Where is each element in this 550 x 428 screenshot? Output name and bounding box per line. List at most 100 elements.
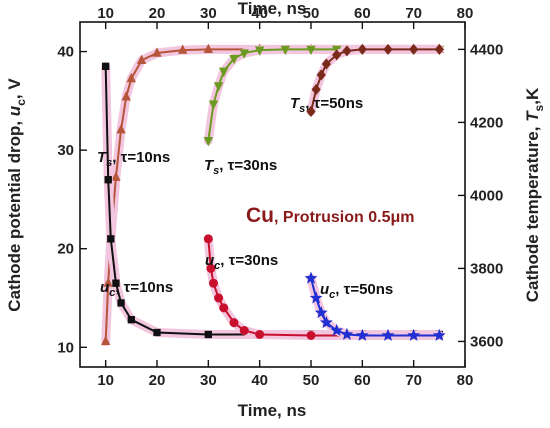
x-top-tick-label: 20 [149,5,166,22]
y-right-title-subscript: s [532,104,546,111]
series-5 [304,271,446,341]
y-right-tick-label: 3600 [470,333,503,350]
data-point [306,45,316,56]
y-left-tick-label: 40 [57,44,74,61]
data-point [103,277,113,287]
series-label-subscript: c [329,289,335,301]
series-label-symbol: T [204,157,215,174]
data-point [383,43,393,55]
data-point [314,306,328,319]
data-point [254,46,265,56]
data-point [100,335,111,346]
y-left-tick-label: 20 [57,241,74,258]
y-right-title-symbol: T [523,110,542,122]
data-point [204,330,212,339]
data-point [203,43,214,54]
series-label-symbol: u [320,281,329,298]
x-bottom-tick-label: 20 [149,372,166,389]
x-bottom-tick-label: 60 [354,372,371,389]
data-point [177,44,188,54]
material-annotation: Cu, Protrusion 0.5μm [246,204,414,227]
x-top-tick-label: 30 [200,5,217,22]
data-point [219,67,229,77]
y-right-tick-label: 4400 [470,41,503,58]
data-point [111,171,121,181]
series-line [310,48,440,112]
x-top-tick-label: 60 [354,5,371,22]
data-point [280,45,291,56]
data-point [432,328,446,341]
data-point [330,323,344,336]
y-left-title-symbol: u [5,105,24,116]
data-point [104,176,112,184]
x-bottom-tick-label: 10 [97,372,114,389]
data-point [152,47,162,57]
x-bottom-tick-label: 40 [251,372,268,389]
series-label-text: , τ=30ns [219,157,277,174]
series-label: uc, τ=50ns [320,281,393,301]
data-point [117,299,125,307]
series-label: uc, τ=10ns [100,279,173,299]
x-bottom-tick-label: 30 [200,372,217,389]
material-annotation-main: Cu [246,204,274,227]
data-point [102,62,110,71]
series-layer [100,43,446,346]
series-0 [100,43,445,346]
series-label-text: , τ=30ns [220,252,278,269]
x-top-tick-label: 50 [303,5,320,22]
series-label-subscript: c [109,287,115,299]
series-label-symbol: T [97,149,108,166]
data-point [306,105,316,117]
series-label-subscript: s [299,103,305,115]
data-point [311,84,321,96]
data-point [434,43,444,55]
y-axis-right-title: Cathode temperature, Ts,K [523,87,546,302]
series-label: uc, τ=30ns [205,252,278,272]
data-point [239,49,249,59]
y-left-title-unit: , V [5,78,24,99]
y-right-tick-label: 3800 [470,260,503,277]
series-label-text: , τ=50ns [335,281,393,298]
data-point [409,43,419,55]
y-right-title-unit: ,K [523,87,542,105]
series-label-symbol: u [100,279,109,296]
data-point [309,291,323,304]
series-label-subscript: s [106,157,112,169]
data-point [321,58,331,70]
x-bottom-tick-label: 80 [457,372,474,389]
data-point [127,316,135,324]
y-left-tick-label: 10 [57,339,74,356]
y-right-title-part: Cathode temperature, [523,122,542,302]
x-top-tick-label: 40 [251,5,268,22]
series-label: Ts, τ=30ns [204,157,277,177]
series-label-text: , τ=10ns [112,149,170,166]
data-point [229,318,239,328]
series-label-text: , τ=50ns [305,95,363,112]
data-point [107,235,115,243]
data-point [213,82,224,92]
data-point [316,69,326,81]
series-label-subscript: c [214,260,220,272]
data-point [121,91,131,101]
data-point [116,123,126,134]
data-point [306,330,316,340]
x-bottom-tick-label: 50 [303,372,320,389]
y-right-tick-label: 4200 [470,114,503,131]
data-point [357,43,367,55]
data-point [332,49,342,61]
material-annotation-detail: , Protrusion 0.5μm [274,209,414,226]
data-point [203,136,214,147]
series-label: Ts, τ=50ns [290,95,363,115]
data-point [229,54,239,65]
data-point [208,278,218,288]
data-point [219,303,229,313]
y-left-title-subscript: c [14,99,28,106]
x-axis-bottom-title: Time, ns [238,401,307,420]
data-point [320,315,333,329]
data-point [206,263,216,273]
data-point [239,326,249,336]
data-point [340,327,354,340]
data-point [203,234,213,244]
x-bottom-tick-label: 70 [405,372,422,389]
